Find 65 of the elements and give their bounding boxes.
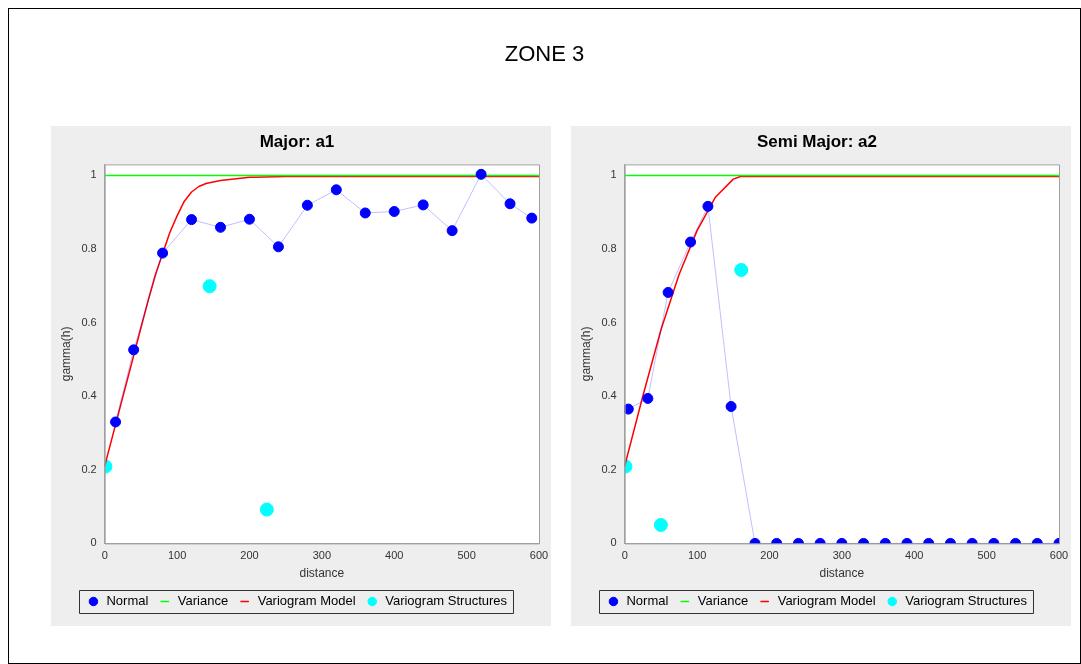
- x-tick-label: 500: [457, 549, 476, 562]
- point: [685, 236, 697, 248]
- chart-title: Major: a1: [259, 131, 335, 151]
- y-axis-title: gamma(h): [58, 326, 73, 382]
- y-tick-label: 0.6: [81, 315, 97, 328]
- point: [110, 416, 122, 428]
- text: ZONE 3: [503, 41, 586, 67]
- x-tick-label: 400: [905, 549, 924, 562]
- point: [388, 206, 400, 217]
- x-tick-label: 0: [101, 549, 108, 562]
- point: [446, 225, 458, 237]
- y-tick-label: 0.4: [81, 389, 97, 402]
- x-tick-label: 200: [240, 549, 259, 562]
- legend-label: Variogram Structures: [385, 593, 508, 609]
- point: [526, 212, 538, 224]
- y-tick-label: 0: [610, 536, 617, 549]
- y-tick-label: 0.2: [601, 462, 617, 475]
- point: [330, 184, 342, 196]
- x-tick-label: 0: [621, 549, 628, 562]
- legend-label: Normal: [626, 593, 669, 609]
- point: [642, 392, 654, 404]
- point: [359, 207, 371, 219]
- legend-label: Variance: [177, 593, 229, 609]
- y-tick-label: 0.8: [601, 242, 617, 255]
- legend-label: Variogram Structures: [905, 593, 1028, 609]
- point: [417, 199, 429, 211]
- legend-label: Variogram Model: [257, 593, 356, 609]
- y-tick-label: 1: [610, 168, 617, 181]
- x-tick-label: 500: [977, 549, 996, 562]
- point: [662, 286, 674, 298]
- y-tick-label: 1: [90, 168, 97, 181]
- legend-label: Variogram Model: [777, 593, 876, 609]
- y-tick-label: 0.6: [601, 315, 617, 328]
- x-tick-label: 400: [385, 549, 404, 562]
- point: [157, 247, 169, 259]
- chart-title: Semi Major: a2: [757, 131, 877, 151]
- point: [301, 199, 313, 211]
- legend-label: Variance: [697, 593, 749, 609]
- point: [128, 344, 140, 356]
- y-axis-title: gamma(h): [578, 326, 593, 382]
- x-axis-title: distance: [819, 566, 865, 581]
- y-tick-label: 0.4: [601, 389, 617, 402]
- y-tick-label: 0.8: [81, 242, 97, 255]
- point: [504, 198, 516, 210]
- x-tick-label: 100: [167, 549, 187, 562]
- x-tick-label: 100: [687, 549, 707, 562]
- x-tick-label: 600: [529, 549, 549, 562]
- y-tick-label: 0: [90, 536, 97, 549]
- point: [202, 279, 217, 294]
- point: [702, 200, 714, 212]
- point: [259, 502, 274, 517]
- x-tick-label: 300: [832, 549, 852, 562]
- point: [215, 221, 227, 233]
- x-tick-label: 200: [760, 549, 779, 562]
- point: [186, 214, 198, 226]
- x-tick-label: 300: [312, 549, 332, 562]
- legend-label: Normal: [106, 593, 149, 609]
- point: [725, 401, 737, 413]
- point: [272, 241, 284, 253]
- point: [624, 403, 634, 415]
- point: [475, 168, 487, 180]
- x-axis-title: distance: [299, 566, 345, 581]
- y-tick-label: 0.2: [81, 462, 97, 475]
- x-tick-label: 600: [1049, 549, 1069, 562]
- point: [243, 213, 255, 225]
